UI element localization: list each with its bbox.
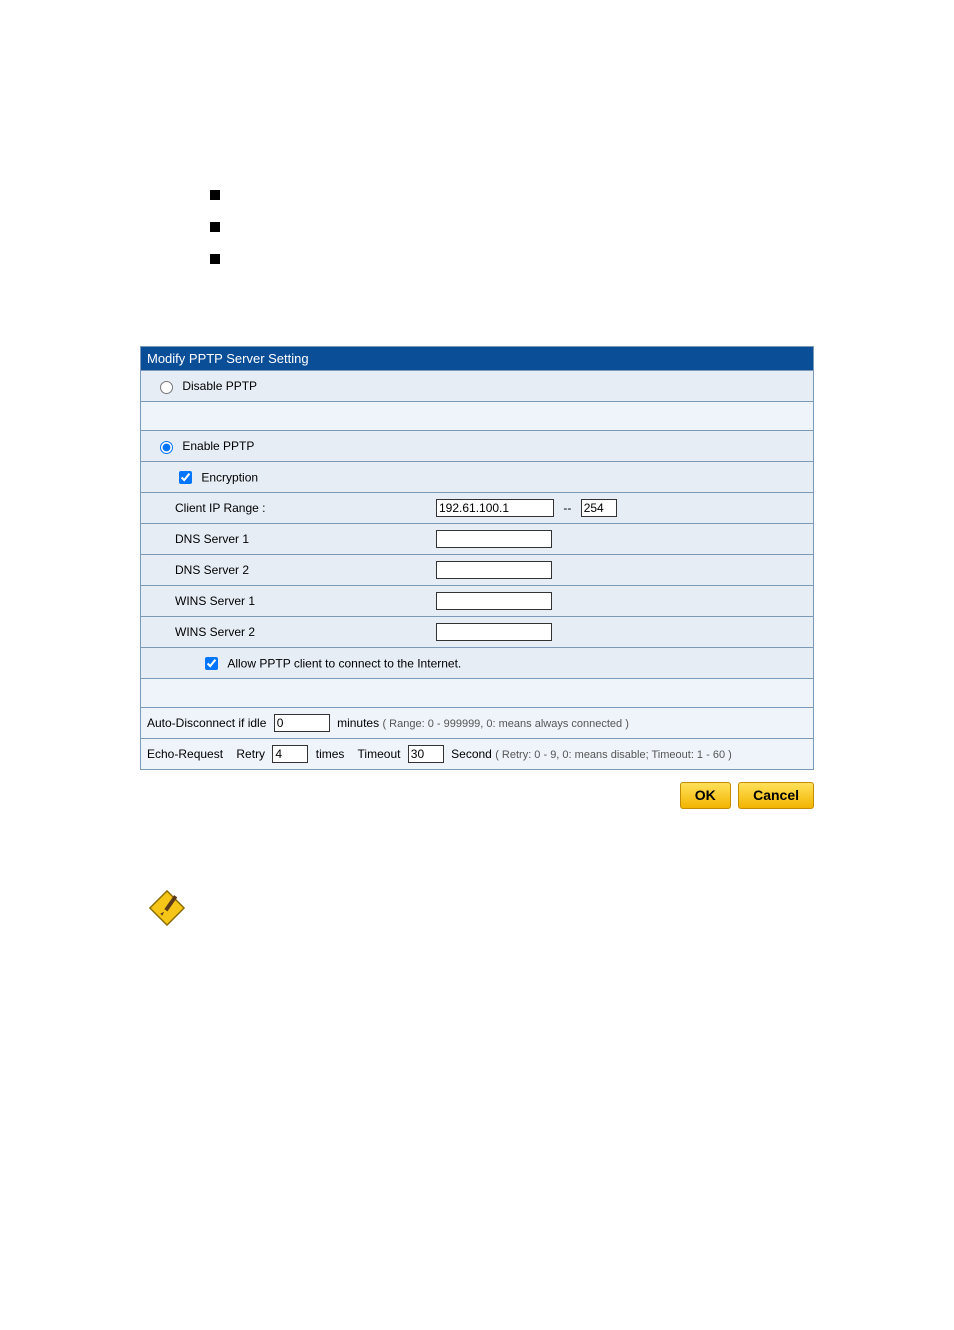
bullet-icon bbox=[210, 190, 220, 200]
bullet-icon bbox=[210, 254, 220, 264]
auto-disconnect-unit: minutes bbox=[337, 716, 379, 730]
bullet-list bbox=[0, 0, 954, 346]
retry-input[interactable] bbox=[272, 745, 308, 763]
echo-hint: ( Retry: 0 - 9, 0: means disable; Timeou… bbox=[495, 749, 732, 761]
auto-disconnect-input[interactable] bbox=[274, 714, 330, 732]
timeout-unit: Second bbox=[451, 747, 492, 761]
cancel-button[interactable]: Cancel bbox=[738, 782, 814, 809]
pptp-settings-panel: Modify PPTP Server Setting Disable PPTP … bbox=[140, 346, 814, 770]
retry-label: Retry bbox=[236, 747, 265, 761]
client-ip-range-label: Client IP Range : bbox=[141, 493, 428, 524]
note-icon bbox=[148, 889, 954, 930]
ok-button[interactable]: OK bbox=[680, 782, 731, 809]
timeout-input[interactable] bbox=[408, 745, 444, 763]
enable-pptp-radio[interactable] bbox=[160, 441, 173, 454]
wins1-label: WINS Server 1 bbox=[141, 586, 428, 617]
page-root: Modify PPTP Server Setting Disable PPTP … bbox=[0, 0, 954, 930]
allow-internet-checkbox[interactable] bbox=[205, 657, 218, 670]
encryption-checkbox[interactable] bbox=[179, 471, 192, 484]
wins2-label: WINS Server 2 bbox=[141, 617, 428, 648]
disable-pptp-label: Disable PPTP bbox=[182, 379, 257, 393]
retry-unit: times bbox=[316, 747, 345, 761]
enable-pptp-label: Enable PPTP bbox=[182, 439, 254, 453]
button-bar: OK Cancel bbox=[0, 782, 814, 809]
client-ip-start-input[interactable] bbox=[436, 499, 554, 517]
auto-disconnect-label: Auto-Disconnect if idle bbox=[147, 716, 266, 730]
echo-request-label: Echo-Request bbox=[147, 747, 223, 761]
wins1-input[interactable] bbox=[436, 592, 552, 610]
auto-disconnect-hint: ( Range: 0 - 999999, 0: means always con… bbox=[382, 718, 628, 730]
allow-internet-label: Allow PPTP client to connect to the Inte… bbox=[227, 656, 461, 670]
spacer bbox=[141, 402, 813, 431]
range-separator: -- bbox=[563, 501, 571, 515]
dns2-input[interactable] bbox=[436, 561, 552, 579]
timeout-label: Timeout bbox=[358, 747, 401, 761]
panel-title: Modify PPTP Server Setting bbox=[141, 347, 813, 370]
dns1-label: DNS Server 1 bbox=[141, 524, 428, 555]
bullet-icon bbox=[210, 222, 220, 232]
spacer bbox=[141, 679, 813, 708]
disable-pptp-radio[interactable] bbox=[160, 381, 173, 394]
wins2-input[interactable] bbox=[436, 623, 552, 641]
dns2-label: DNS Server 2 bbox=[141, 555, 428, 586]
client-ip-end-input[interactable] bbox=[581, 499, 617, 517]
encryption-label: Encryption bbox=[201, 470, 258, 484]
dns1-input[interactable] bbox=[436, 530, 552, 548]
